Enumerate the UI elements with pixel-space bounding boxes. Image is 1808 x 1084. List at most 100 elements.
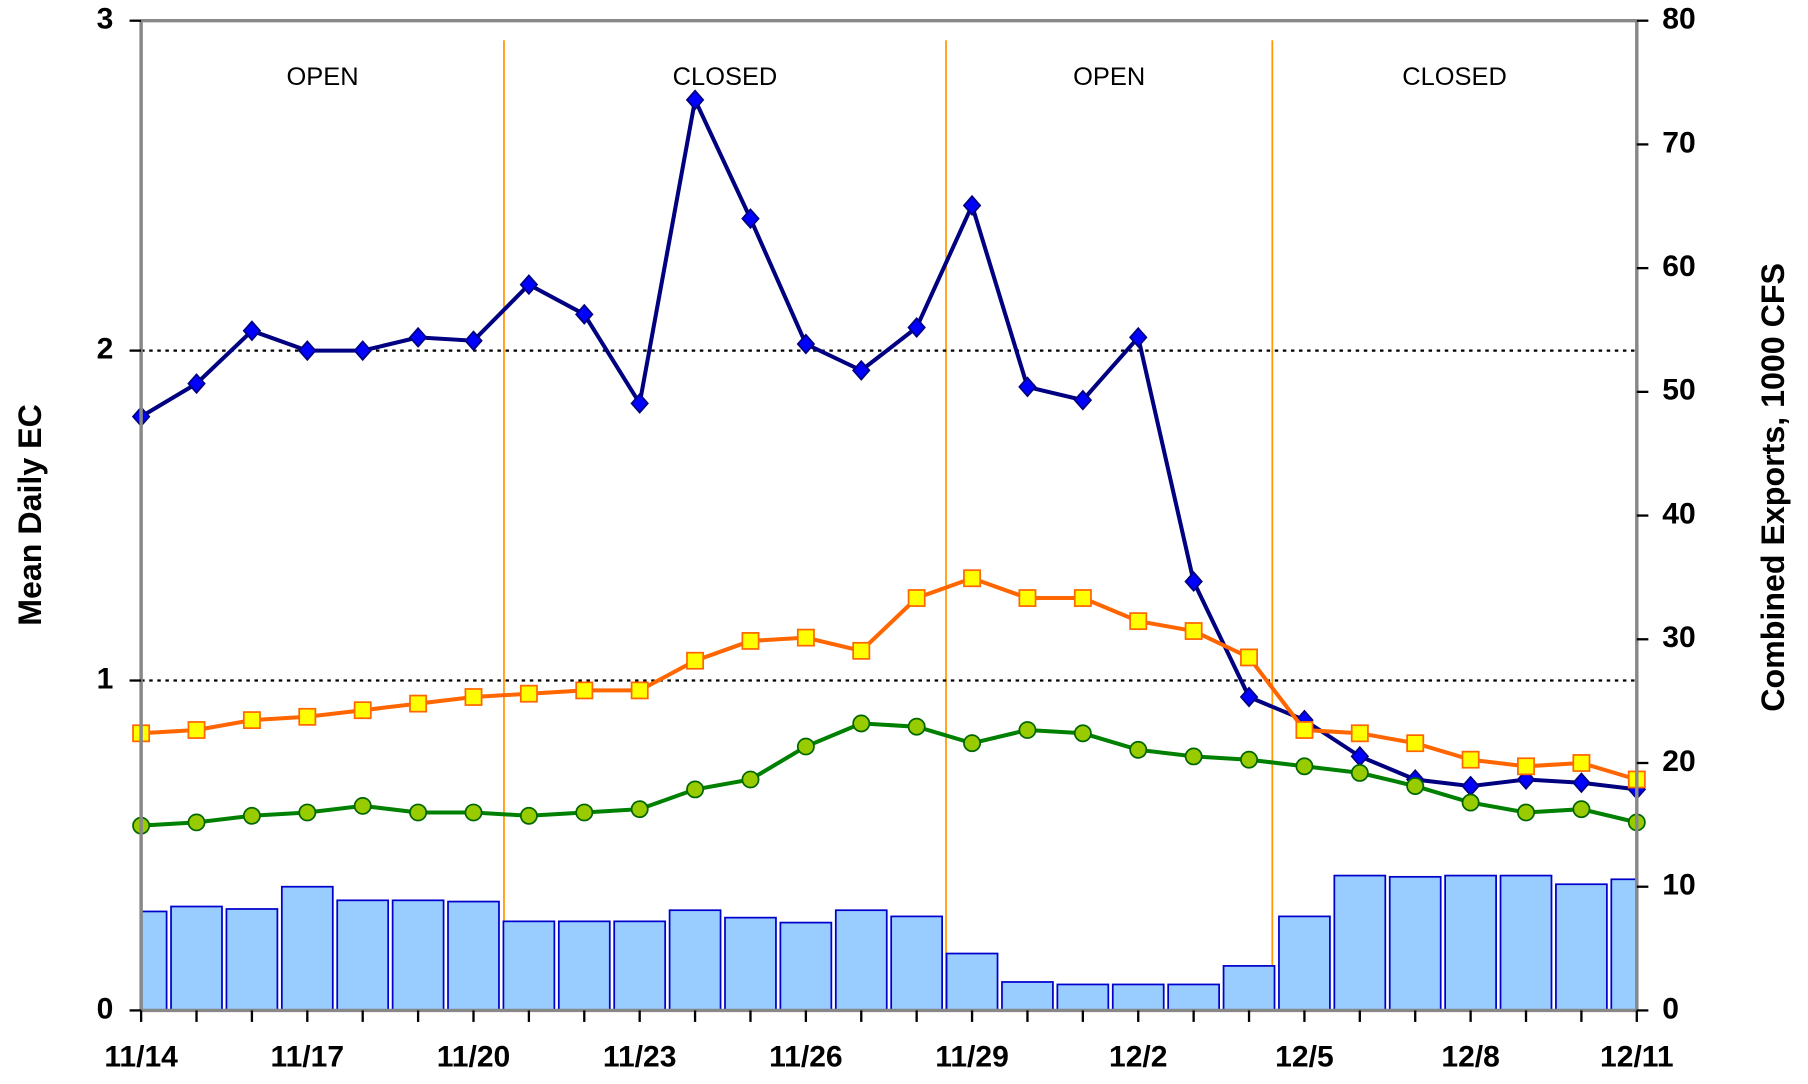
x-tick-label: 11/29 [935, 1041, 1009, 1074]
marker [464, 803, 483, 822]
marker [1461, 793, 1480, 812]
bar [1555, 883, 1608, 1011]
marker [187, 813, 206, 832]
marker [1517, 803, 1535, 822]
marker [741, 208, 760, 230]
marker [1350, 745, 1370, 767]
marker [409, 694, 428, 713]
marker [1406, 734, 1425, 753]
marker [1240, 648, 1258, 667]
marker [1073, 589, 1092, 607]
marker [1128, 326, 1148, 348]
marker [1073, 389, 1093, 411]
bar [557, 920, 611, 1011]
x-tick-label: 12/2 [1109, 1041, 1168, 1074]
marker [630, 392, 649, 414]
y2-tick-label: 50 [1662, 374, 1695, 407]
marker [1018, 721, 1037, 739]
marker [1184, 571, 1203, 593]
marker [353, 701, 372, 720]
marker [408, 326, 428, 348]
bar [1278, 915, 1331, 1011]
marker [630, 681, 649, 700]
marker [1461, 750, 1480, 769]
y-tick-label: 1 [97, 662, 114, 695]
marker [353, 796, 372, 815]
bar [1167, 983, 1220, 1011]
line [141, 576, 1638, 782]
marker [1018, 589, 1037, 607]
bar [170, 905, 223, 1011]
region-label: OPEN [1073, 63, 1145, 91]
marker [1295, 757, 1314, 776]
marker [741, 632, 760, 650]
marker [519, 684, 538, 703]
x-tick-label: 12/5 [1275, 1041, 1334, 1074]
marker [298, 340, 317, 362]
marker [686, 780, 705, 799]
bar [1388, 875, 1442, 1011]
marker [1184, 747, 1203, 766]
marker [1406, 777, 1425, 795]
marker [963, 734, 982, 753]
marker [1517, 757, 1535, 776]
bar [613, 920, 667, 1011]
marker [907, 717, 926, 736]
x-tick-label: 12/8 [1441, 1041, 1500, 1074]
marker [796, 333, 816, 355]
marker [1295, 721, 1314, 739]
marker [464, 688, 483, 706]
bar [391, 899, 445, 1011]
marker [963, 569, 982, 588]
bar [1444, 874, 1497, 1011]
bar [1111, 983, 1165, 1011]
bar [724, 916, 777, 1011]
region-label: CLOSED [673, 63, 778, 91]
x-tick-label: 11/23 [603, 1041, 677, 1074]
marker [409, 803, 428, 822]
y-axis-label: Mean Daily EC [12, 404, 48, 626]
y2-tick-label: 70 [1662, 126, 1695, 159]
marker [1018, 376, 1037, 398]
y2-tick-label: 10 [1662, 869, 1695, 902]
region-label: OPEN [286, 63, 358, 91]
bar [336, 899, 390, 1011]
marker [1073, 724, 1092, 743]
y2-tick-label: 40 [1662, 498, 1695, 531]
x-tick-label: 12/11 [1600, 1041, 1674, 1074]
marker [575, 803, 594, 822]
marker [630, 800, 649, 819]
bar [502, 920, 556, 1011]
marker [1572, 772, 1591, 794]
marker [1129, 740, 1148, 759]
bar [141, 910, 168, 1011]
y2-tick-label: 60 [1662, 250, 1695, 283]
y-tick-label: 0 [97, 992, 114, 1025]
marker [575, 303, 594, 325]
marker [1240, 750, 1258, 769]
marker [796, 628, 815, 647]
marker [907, 589, 926, 607]
marker [1572, 800, 1591, 819]
bar [225, 908, 279, 1011]
marker [242, 806, 261, 825]
marker [1572, 754, 1591, 772]
marker [187, 373, 206, 395]
line [141, 721, 1638, 828]
marker [1461, 775, 1480, 797]
bar [668, 909, 722, 1011]
bar [280, 885, 334, 1011]
marker [686, 651, 705, 670]
marker [575, 681, 594, 700]
x-tick-label: 11/26 [769, 1041, 843, 1074]
bar [945, 952, 999, 1011]
bar [890, 915, 944, 1011]
marker [852, 714, 871, 733]
marker [685, 89, 705, 111]
marker [519, 274, 539, 296]
bar [447, 900, 500, 1011]
marker [1350, 763, 1369, 782]
y2-tick-label: 20 [1662, 745, 1695, 778]
plot-area [141, 874, 1637, 1011]
